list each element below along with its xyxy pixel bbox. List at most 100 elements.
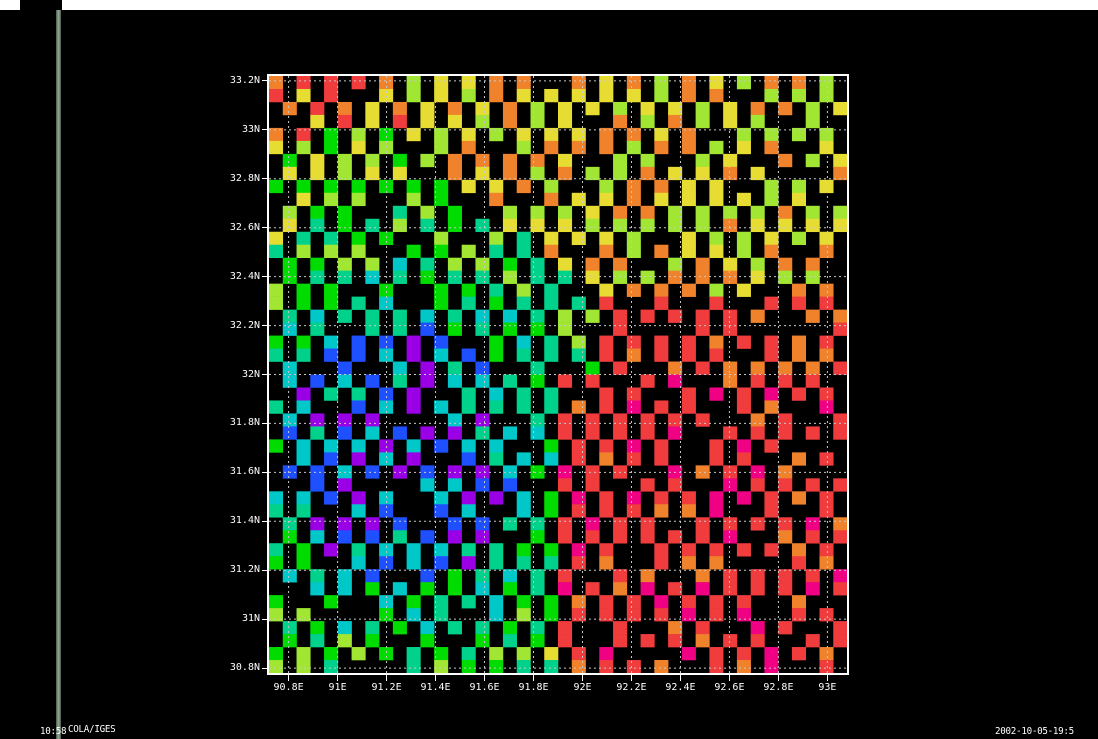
grid-cell <box>654 660 669 673</box>
grid-cell <box>558 322 573 336</box>
y-tick-mark <box>262 325 268 327</box>
grid-cell <box>516 335 531 349</box>
grid-cell <box>709 504 724 518</box>
grid-cell <box>640 634 655 648</box>
grid-cell <box>296 504 311 518</box>
grid-cell <box>750 205 765 220</box>
grid-cell <box>530 621 545 635</box>
grid-cell <box>351 192 366 207</box>
grid-cell <box>420 478 435 492</box>
grid-cell <box>310 270 325 284</box>
grid-cell <box>365 465 380 479</box>
grid-cell <box>337 478 352 492</box>
grid-cell <box>365 166 380 181</box>
grid-cell <box>310 426 325 440</box>
grid-cell <box>447 426 462 440</box>
grid-cell <box>489 127 504 142</box>
grid-cell <box>558 582 573 596</box>
grid-cell <box>406 192 421 207</box>
x-tick-mark <box>337 675 339 681</box>
grid-cell <box>750 114 765 129</box>
grid-cell <box>613 569 628 583</box>
grid-cell <box>640 205 655 220</box>
grid-cell <box>434 647 449 661</box>
grid-cell <box>351 140 366 155</box>
grid-cell <box>351 76 366 90</box>
grid-cell <box>447 166 462 181</box>
grid-cell <box>461 140 476 155</box>
grid-cell <box>764 88 779 103</box>
grid-cell <box>778 361 793 375</box>
grid-cell <box>502 309 518 323</box>
y-tick-label: 32.2N <box>229 319 260 331</box>
grid-cell <box>681 192 696 207</box>
grid-cell <box>709 660 724 673</box>
grid-cell <box>337 621 352 635</box>
grid-cell <box>365 634 380 648</box>
grid-cell <box>489 296 504 310</box>
y-tick-mark <box>262 618 268 620</box>
y-tick-label: 32N <box>241 368 260 380</box>
grid-cell <box>695 309 710 323</box>
grid-cell <box>516 400 531 414</box>
grid-cell <box>392 517 407 531</box>
grid-cell <box>640 114 655 129</box>
grid-cell <box>461 127 476 142</box>
grid-cell <box>654 88 669 103</box>
grid-cell <box>750 166 765 181</box>
grid-cell <box>475 114 490 129</box>
grid-cell <box>558 621 573 635</box>
grid-cell <box>324 348 339 362</box>
grid-cell <box>695 621 710 635</box>
grid-cell <box>337 517 352 531</box>
grid-cell <box>736 387 751 401</box>
grid-cell <box>392 270 407 284</box>
y-tick-label: 32.4N <box>229 270 260 282</box>
grid-cell <box>626 283 641 297</box>
grid-cell <box>750 634 765 648</box>
y-tick-label: 31.6N <box>229 466 260 478</box>
grid-cell <box>571 296 586 310</box>
grid-cell <box>310 478 325 492</box>
grid-cell <box>558 413 573 427</box>
grid-cell <box>819 244 834 258</box>
grid-cell <box>654 400 669 414</box>
grid-cell <box>736 244 751 258</box>
grid-cell <box>819 140 834 155</box>
grid-cell <box>613 634 628 648</box>
grid-cell <box>310 205 325 220</box>
grid-cell <box>723 530 738 544</box>
grid-cell <box>599 452 614 466</box>
grid-cell <box>516 556 531 570</box>
grid-cell <box>461 348 476 362</box>
grid-cell <box>502 153 518 168</box>
grid-cell <box>681 283 696 297</box>
grid-cell <box>351 452 366 466</box>
grid-cell <box>626 76 641 90</box>
grid-cell <box>365 582 380 596</box>
grid-cell <box>461 296 476 310</box>
grid-cell <box>585 101 600 116</box>
grid-cell <box>516 491 531 505</box>
grid-cell <box>406 387 421 401</box>
grid-cell <box>819 179 834 194</box>
grid-cell <box>764 348 779 362</box>
grid-cell <box>668 621 683 635</box>
grid-cell <box>282 309 297 323</box>
grid-cell <box>475 517 490 531</box>
grid-cell <box>681 543 696 557</box>
grid-cell <box>530 413 545 427</box>
grid-cell <box>489 88 504 103</box>
grid-cell <box>337 413 352 427</box>
grid-cell <box>805 114 820 129</box>
grid-cell <box>833 218 847 233</box>
grid-cell <box>571 452 586 466</box>
grid-cell <box>324 88 339 103</box>
grid-cell <box>654 504 669 518</box>
grid-cell <box>681 595 696 609</box>
grid-cell <box>585 270 600 284</box>
grid-cell <box>599 179 614 194</box>
grid-cell <box>668 361 683 375</box>
grid-cell <box>489 608 504 622</box>
grid-cell <box>626 348 641 362</box>
